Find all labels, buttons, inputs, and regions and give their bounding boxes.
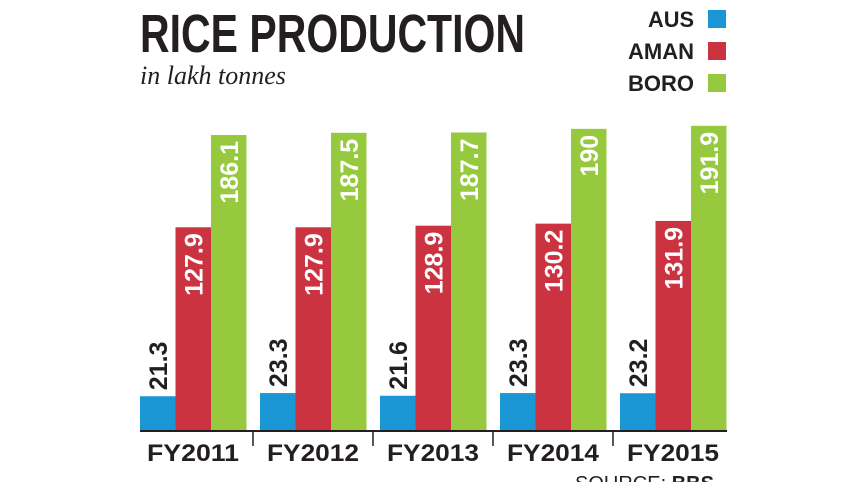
bar [140, 396, 176, 430]
x-tick-label: FY2015 [627, 440, 719, 467]
legend-label: AMAN [628, 39, 694, 64]
legend-swatch [708, 42, 726, 60]
legend-swatch [708, 74, 726, 92]
bar [500, 393, 536, 430]
x-tick-label: FY2014 [507, 440, 600, 467]
value-label: 21.6 [385, 341, 413, 390]
bar [260, 393, 296, 430]
source: SOURCE: BBS [575, 473, 714, 482]
value-label: 128.9 [420, 232, 448, 295]
bar [571, 128, 607, 430]
chart-subtitle: in lakh tonnes [140, 61, 286, 90]
value-label: 131.9 [660, 227, 688, 290]
bar [175, 227, 211, 430]
value-label: 23.3 [505, 338, 533, 387]
value-label: 127.9 [300, 233, 328, 296]
bar [620, 393, 656, 430]
bar [535, 223, 571, 430]
bar [211, 135, 247, 430]
value-label: 191.9 [696, 132, 724, 195]
legend-label: BORO [628, 71, 694, 96]
legend-label: AUS [648, 7, 694, 32]
source-label: SOURCE: [575, 473, 666, 482]
value-label: 186.1 [216, 141, 244, 204]
bar [655, 220, 691, 430]
legend-swatch [708, 10, 726, 28]
bar [691, 125, 727, 430]
bar [331, 132, 367, 430]
bar [451, 132, 487, 431]
bar [380, 395, 416, 430]
x-tick-label: FY2011 [147, 440, 239, 467]
bar [415, 225, 451, 430]
value-label: 127.9 [180, 233, 208, 296]
source-name: BBS [672, 473, 714, 482]
value-label: 23.2 [625, 339, 653, 388]
x-tick-label: FY2012 [267, 440, 359, 467]
value-label: 187.7 [456, 138, 484, 201]
value-label: 21.3 [145, 342, 173, 391]
value-label: 190 [576, 135, 604, 177]
value-label: 23.3 [265, 338, 293, 387]
bar [295, 227, 331, 430]
value-label: 130.2 [540, 230, 568, 293]
chart-title: RICE PRODUCTION [140, 4, 525, 64]
x-tick-label: FY2013 [387, 440, 479, 467]
value-label: 187.5 [336, 139, 364, 202]
